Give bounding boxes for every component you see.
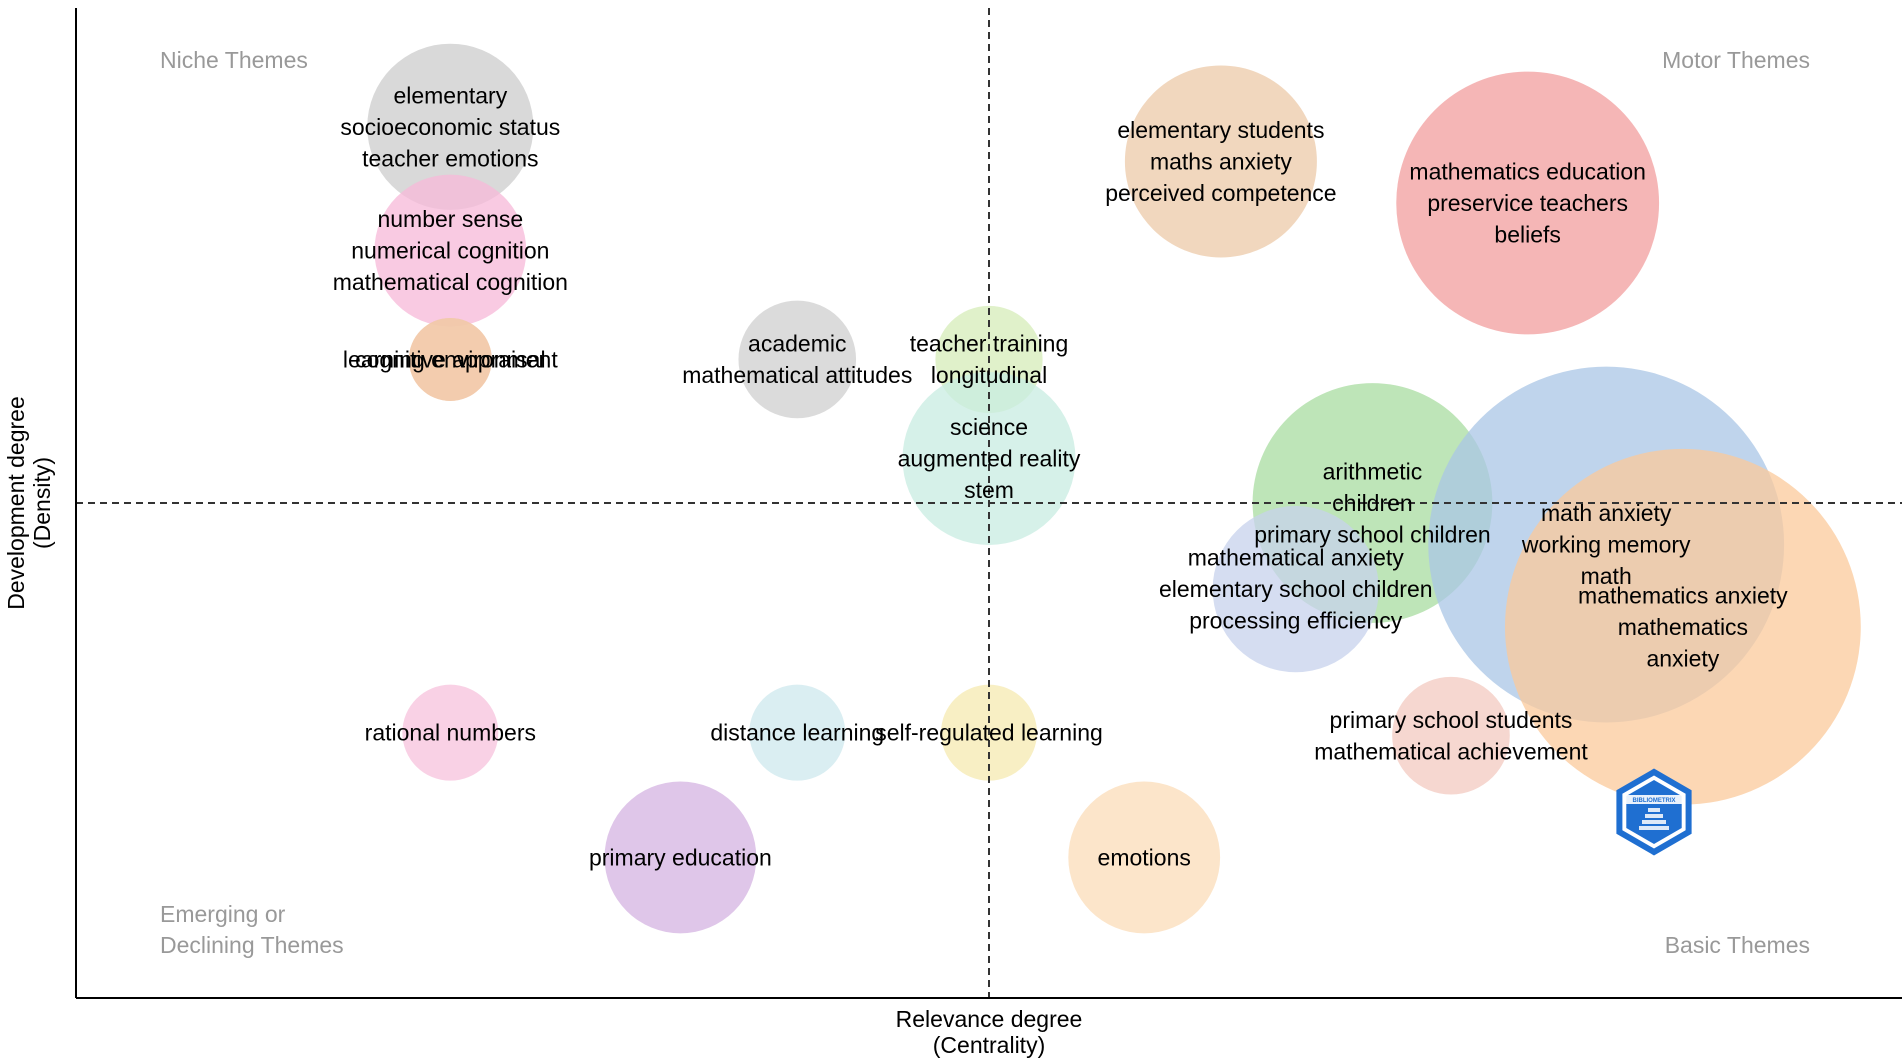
cluster-bubble-academic — [738, 300, 857, 419]
logo-banner — [1624, 795, 1684, 804]
cluster-label-cognitive-appraisal: cognitive appraisal — [355, 346, 546, 372]
cluster-label-academic: academic mathematical attitudes — [682, 331, 912, 389]
axis-titles: Relevance degree (Centrality) Development … — [3, 396, 1082, 1058]
cluster-label-self-regulated-learning: self-regulated learning — [875, 720, 1103, 746]
x-axis-title: Relevance degree (Centrality) — [896, 1006, 1083, 1058]
cluster-label-math-anxiety: math anxiety working memory math — [1521, 500, 1691, 589]
cluster-label-arithmetic: arithmetic children primary school childre… — [1254, 459, 1490, 548]
cluster-label-rational-numbers: rational numbers — [365, 720, 536, 746]
cluster-bubble-mathematical-anxiety — [1212, 506, 1379, 673]
quadrant-label-motor: Motor Themes — [1662, 47, 1810, 73]
cluster-label-mathematics-anxiety: mathematics anxiety mathematics anxiety — [1578, 582, 1788, 671]
bubble-layer — [367, 43, 1861, 934]
cluster-bubble-elementary — [367, 43, 534, 210]
cluster-label-learning-environment: learning environment — [343, 346, 558, 372]
cluster-bubble-emotions — [1068, 781, 1221, 934]
cluster-label-emotions: emotions — [1098, 844, 1191, 870]
y-axis-title: Development degree(Density) — [3, 396, 55, 610]
axes — [75, 8, 1902, 999]
cluster-bubble-mathematics-anxiety — [1504, 448, 1861, 805]
quadrant-label-basic: Basic Themes — [1665, 932, 1810, 958]
cluster-label-mathematics-education: mathematics education preservice teachers… — [1409, 159, 1646, 248]
cluster-label-science: science augmented reality stem — [898, 414, 1081, 503]
bibliometrix-logo-icon: BIBLIOMETRIX — [1616, 768, 1692, 856]
logo-bar — [1639, 826, 1669, 830]
cluster-bubble-rational-numbers — [402, 684, 499, 781]
cluster-label-primary-school-students: primary school students mathematical achi… — [1314, 707, 1588, 765]
reference-lines — [76, 8, 1902, 998]
cluster-label-elementary-students: elementary students maths anxiety perceive… — [1105, 117, 1336, 206]
cluster-bubble-mathematics-education — [1396, 71, 1660, 335]
cluster-bubble-number-sense — [374, 174, 527, 327]
cluster-label-primary-education: primary education — [589, 844, 772, 870]
cluster-label-elementary: elementary socioeconomic status teacher em… — [340, 82, 560, 171]
logo-bar — [1645, 814, 1663, 818]
quadrant-label-emerging: Emerging or Declining Themes — [160, 901, 344, 958]
cluster-label-distance-learning: distance learning — [710, 720, 884, 746]
cluster-bubble-distance-learning — [749, 684, 846, 781]
logo-text: BIBLIOMETRIX — [1633, 798, 1676, 804]
cluster-bubble-primary-school-students — [1392, 676, 1510, 795]
cluster-label-mathematical-anxiety: mathematical anxiety elementary school ch… — [1159, 545, 1433, 634]
cluster-labels: elementary socioeconomic status teacher em… — [333, 82, 1788, 870]
cluster-label-number-sense: number sense numerical cognition mathemati… — [333, 206, 568, 295]
quadrant-label-niche: Niche Themes — [160, 47, 308, 73]
cluster-label-teacher-training: teacher training longitudinal — [910, 331, 1069, 389]
logo-bar — [1642, 820, 1666, 824]
quadrant-labels: Niche Themes Motor Themes Emerging or Decli… — [160, 47, 1810, 958]
cluster-bubble-cognitive-appraisal — [408, 317, 492, 401]
cluster-bubble-elementary-students — [1124, 65, 1317, 258]
logo-bar — [1648, 808, 1660, 812]
cluster-bubble-primary-education — [604, 781, 757, 934]
